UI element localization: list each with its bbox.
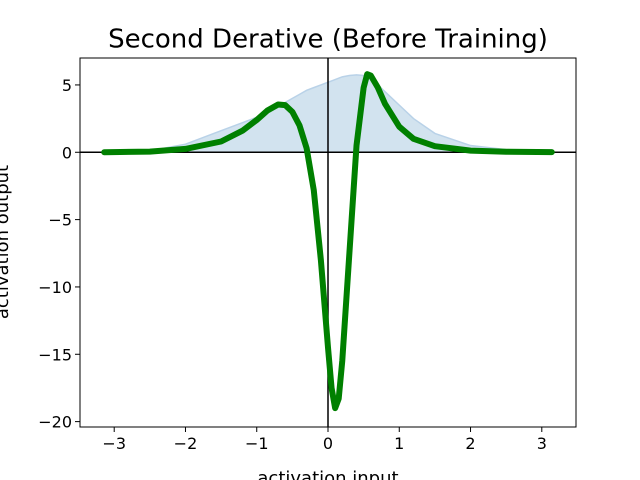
curve xyxy=(101,71,555,412)
x-tick-label: −3 xyxy=(102,434,126,453)
x-tick-label: 1 xyxy=(394,434,404,453)
x-tick-label: 3 xyxy=(537,434,547,453)
y-tick-label: −20 xyxy=(38,413,72,432)
x-tick-label: 0 xyxy=(323,434,333,453)
y-tick-label: 5 xyxy=(62,76,72,95)
x-tick-label: 2 xyxy=(465,434,475,453)
y-tick-label: −5 xyxy=(48,211,72,230)
y-tick-label: −10 xyxy=(38,278,72,297)
x-tick-label: −2 xyxy=(174,434,198,453)
y-tick-label: −15 xyxy=(38,345,72,364)
y-tick-label: 0 xyxy=(62,143,72,162)
x-axis-label: activation input xyxy=(257,468,398,480)
y-axis-label: activation output xyxy=(0,165,13,319)
chart-title: Second Derative (Before Training) xyxy=(108,25,548,55)
x-tick-label: −1 xyxy=(245,434,269,453)
